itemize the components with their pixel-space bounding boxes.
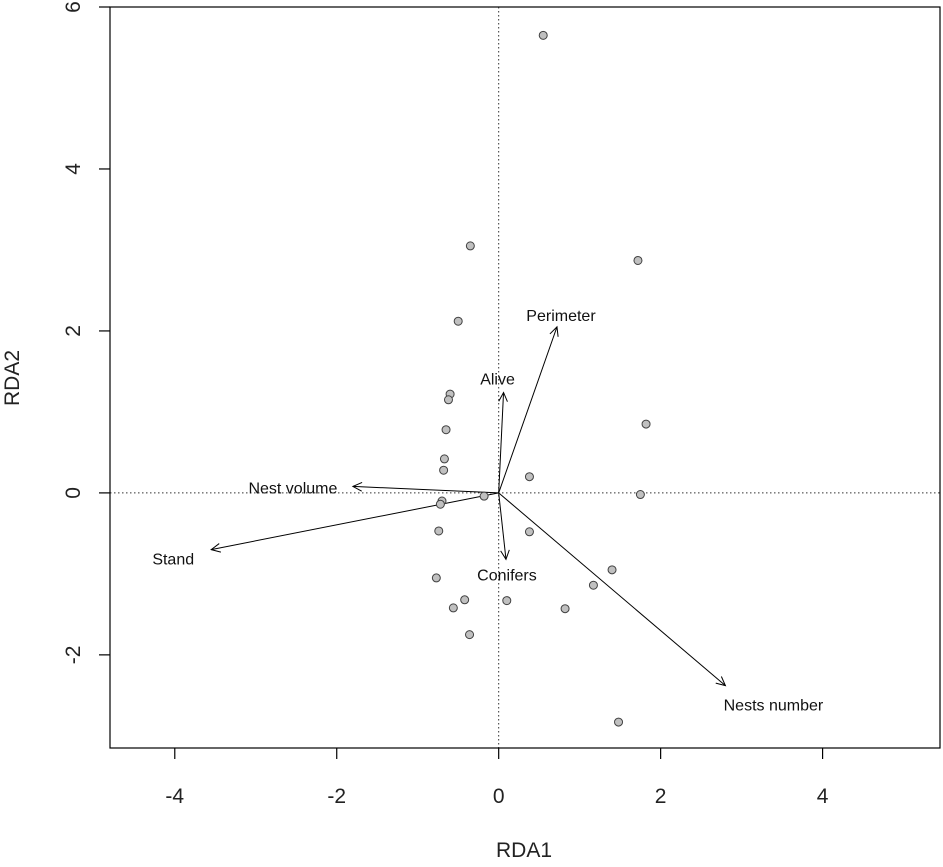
site-point bbox=[453, 316, 463, 326]
vector-label-conifers: Conifers bbox=[477, 567, 537, 584]
x-axis: -4 -2 0 2 4 bbox=[165, 748, 829, 808]
site-point bbox=[434, 526, 444, 536]
y-axis-title: RDA2 bbox=[1, 350, 24, 406]
site-point bbox=[502, 596, 512, 606]
vector-label-nest-volume: Nest volume bbox=[248, 480, 337, 497]
vector-conifers bbox=[498, 492, 507, 560]
site-point bbox=[524, 527, 534, 537]
plot-frame bbox=[109, 6, 941, 749]
x-tick-label: 4 bbox=[817, 785, 829, 808]
x-tick-label: -4 bbox=[165, 785, 184, 808]
vector-arrows bbox=[210, 325, 727, 687]
site-point bbox=[435, 499, 445, 509]
vector-arrowhead-perimeter bbox=[549, 325, 559, 337]
site-point bbox=[460, 595, 470, 605]
site-point bbox=[439, 465, 449, 475]
site-point bbox=[538, 30, 548, 40]
site-point bbox=[441, 425, 451, 435]
vector-label-stand: Stand bbox=[152, 552, 194, 569]
vector-nests-number bbox=[498, 492, 726, 687]
vector-arrowhead-alive bbox=[498, 391, 508, 402]
site-points bbox=[431, 30, 651, 727]
vector-label-perimeter: Perimeter bbox=[526, 308, 596, 325]
site-point bbox=[448, 603, 458, 613]
site-point bbox=[465, 630, 475, 640]
y-axis: -2 0 2 4 6 bbox=[62, 1, 110, 664]
site-point bbox=[465, 241, 475, 251]
site-point bbox=[439, 454, 449, 464]
y-tick-label: 0 bbox=[62, 487, 85, 499]
x-tick-label: 2 bbox=[655, 785, 667, 808]
vector-alive bbox=[498, 392, 505, 493]
site-point bbox=[443, 395, 453, 405]
y-tick-label: 6 bbox=[62, 1, 85, 13]
x-tick-label: -2 bbox=[327, 785, 346, 808]
y-tick-label: 2 bbox=[62, 325, 85, 337]
site-point bbox=[560, 604, 570, 614]
vector-arrowhead-conifers bbox=[500, 549, 510, 561]
site-point bbox=[633, 255, 643, 265]
vector-arrowhead-nest-volume bbox=[351, 482, 363, 492]
vector-label-alive: Alive bbox=[480, 371, 515, 388]
vector-label-nests-number: Nests number bbox=[724, 698, 824, 715]
x-tick-label: 0 bbox=[493, 785, 505, 808]
vector-arrowhead-stand bbox=[210, 543, 222, 553]
vector-arrowhead-nests-number bbox=[715, 676, 727, 687]
x-axis-title: RDA1 bbox=[496, 839, 552, 862]
vector-stand bbox=[211, 492, 499, 551]
vector-perimeter bbox=[498, 326, 558, 494]
y-tick-label: 4 bbox=[62, 163, 85, 175]
site-point bbox=[588, 580, 598, 590]
y-tick-label: -2 bbox=[62, 646, 85, 665]
site-point bbox=[607, 565, 617, 575]
vector-labels: Perimeter Alive Nest volume Stand Conifers Ne… bbox=[152, 308, 824, 715]
site-point bbox=[524, 472, 534, 482]
site-point bbox=[635, 490, 645, 500]
site-point bbox=[614, 717, 624, 727]
reference-lines bbox=[110, 7, 940, 748]
vector-nest-volume bbox=[352, 485, 499, 494]
site-point bbox=[641, 419, 651, 429]
site-point bbox=[431, 573, 441, 583]
site-point bbox=[479, 491, 489, 501]
